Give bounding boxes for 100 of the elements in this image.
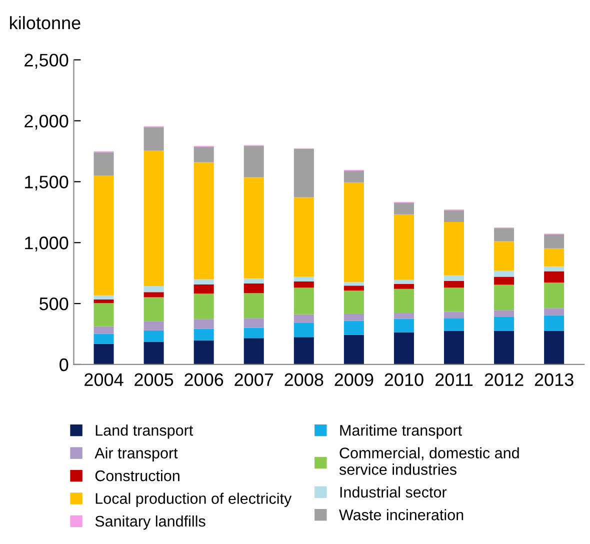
x-tick-label: 2011 (436, 373, 473, 386)
legend-label: Air transport (94, 447, 178, 462)
bar (94, 300, 114, 304)
x-tick-label: 2009 (334, 373, 374, 386)
legend-label: Maritime transport (340, 424, 462, 439)
bar (394, 284, 414, 289)
bar (344, 320, 364, 335)
bar (444, 280, 464, 288)
bar (94, 152, 114, 176)
legend-label: Construction (95, 470, 180, 482)
bar (344, 282, 364, 286)
bar (444, 288, 464, 312)
bar (194, 284, 214, 294)
bar (94, 303, 114, 326)
bar (244, 278, 264, 284)
x-tick-label: 2007 (234, 373, 274, 386)
x-tick-label: 2010 (384, 373, 424, 386)
bar (294, 322, 314, 338)
bar (444, 210, 464, 222)
x-tick-label: 2004 (84, 373, 124, 386)
bar (344, 334, 364, 364)
bar (394, 288, 414, 314)
bar (194, 328, 214, 340)
bar (444, 222, 464, 276)
bar (244, 318, 264, 328)
bar (544, 330, 564, 364)
bar (344, 286, 364, 291)
bar (494, 284, 514, 310)
bar (494, 276, 514, 285)
bar (144, 342, 164, 364)
bar (394, 313, 414, 319)
bar (244, 146, 264, 178)
bar (194, 146, 214, 162)
x-tick-label: 2013 (534, 373, 574, 386)
bar (394, 202, 414, 214)
bar (194, 319, 214, 329)
bar (444, 318, 464, 331)
bar (394, 332, 414, 364)
bar (444, 312, 464, 318)
bar (494, 270, 514, 277)
bar (544, 282, 564, 308)
bar (194, 162, 214, 280)
bar (244, 328, 264, 338)
bar (544, 271, 564, 282)
x-tick-label: 2012 (484, 373, 524, 386)
bar (94, 334, 114, 344)
bar (194, 293, 214, 320)
x-tick-label: 2006 (184, 373, 224, 386)
bar (294, 314, 314, 323)
legend-label: Waste incineration (339, 509, 464, 520)
legend-label: Industrial sector (340, 486, 447, 498)
y-axis-title: kilotonne (10, 16, 80, 30)
bar (244, 293, 264, 318)
bar (494, 228, 514, 242)
y-tick-label: 1,500 (25, 176, 68, 191)
bar (544, 234, 564, 248)
bar (94, 344, 114, 364)
bar (494, 310, 514, 317)
bar (194, 340, 214, 364)
bar (544, 308, 564, 316)
bar (244, 177, 264, 278)
x-tick-label: 2005 (134, 373, 174, 386)
bar (394, 280, 414, 284)
bar (394, 318, 414, 332)
bar (494, 330, 514, 364)
legend-label: Local production of electricity (96, 492, 292, 507)
bar (344, 290, 364, 314)
bar (144, 321, 164, 330)
bar (344, 170, 364, 182)
bar (294, 197, 314, 277)
bar (294, 281, 314, 288)
legend-label: Sanitary landfills (95, 515, 206, 530)
bar (544, 266, 564, 272)
bar (544, 315, 564, 331)
bar (244, 338, 264, 364)
bar (94, 295, 114, 300)
y-tick-label: 500 (39, 297, 68, 310)
y-tick-label: 2,500 (24, 54, 68, 69)
bar (294, 149, 314, 198)
bar (344, 182, 364, 282)
bar (394, 214, 414, 280)
y-tick-label: 1,000 (25, 236, 68, 252)
bar (144, 297, 164, 322)
bar (94, 326, 114, 334)
x-tick-label: 2008 (284, 373, 324, 386)
bar (294, 337, 314, 364)
bar (544, 248, 564, 266)
legend-label: Commercial, domestic and service industries (339, 447, 519, 475)
bar (444, 275, 464, 281)
bar (294, 276, 314, 282)
bar (194, 279, 214, 284)
bar (244, 283, 264, 294)
bar (144, 292, 164, 298)
bar (494, 316, 514, 331)
bar (494, 241, 514, 271)
bar (344, 314, 364, 321)
y-tick-label: 0 (60, 358, 68, 372)
bar (144, 150, 164, 286)
legend-label: Land transport (96, 424, 194, 439)
bar (144, 127, 164, 151)
